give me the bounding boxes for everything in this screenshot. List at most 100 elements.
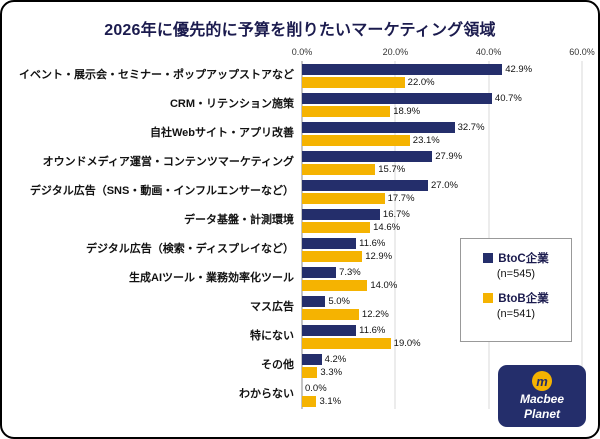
chart-title: 2026年に優先的に予算を削りたいマーケティング領域: [104, 22, 496, 39]
category-label: デジタル広告（検索・ディスプレイなど）: [85, 243, 294, 256]
chart-row: 特にない 11.6% 19.0%: [12, 322, 582, 351]
bar-btob: [302, 221, 371, 233]
chart-area: 0.0% 20.0% 40.0% 60.0% イベント・展示会・セミナー・ポップアップ…: [12, 46, 595, 409]
chart-row: デジタル広告（SNS・動画・インフルエンサーなど） 27.0% 17.7%: [12, 177, 582, 206]
chart-row: その他 4.2% 3.3%: [12, 351, 582, 380]
bar-group: 11.6% 19.0%: [302, 324, 582, 349]
bar-line-btob: 23.1%: [302, 134, 582, 146]
bar-btoc: [302, 266, 337, 278]
value-label: 32.7%: [457, 121, 485, 133]
bar-group: 11.6% 12.9%: [302, 237, 582, 262]
value-label: 11.6%: [359, 324, 386, 336]
bar-line-btoc: 11.6%: [302, 324, 582, 336]
bar-btoc: [302, 121, 455, 133]
bar-btoc: [302, 353, 322, 365]
x-tick: 60.0%: [569, 47, 595, 57]
value-label: 27.0%: [431, 179, 458, 191]
category-label: 特にない: [250, 330, 294, 343]
bar-group: 40.7% 18.9%: [302, 92, 582, 117]
bar-group: 5.0% 12.2%: [302, 295, 582, 320]
bar-btoc: [302, 208, 380, 220]
category-label: イベント・展示会・セミナー・ポップアップストアなど: [19, 69, 294, 82]
bar-btob: [302, 192, 385, 204]
category-label: オウンドメディア運営・コンテンツマーケティング: [42, 156, 294, 169]
value-label: 5.0%: [328, 295, 350, 307]
bar-line-btoc: 16.7%: [302, 208, 582, 220]
value-label: 19.0%: [393, 337, 421, 349]
x-tick: 0.0%: [291, 47, 313, 57]
bar-line-btob: 19.0%: [302, 337, 582, 349]
bar-line-btob: 22.0%: [302, 76, 582, 88]
bar-group: 27.9% 15.7%: [302, 150, 582, 175]
bar-btoc: [302, 237, 357, 249]
legend-swatch-btoc-icon: [483, 253, 494, 263]
bar-line-btoc: 0.0%: [302, 382, 582, 394]
value-label: 0.0%: [305, 382, 327, 394]
value-label: 12.2%: [361, 308, 389, 320]
chart-row: 生成AIツール・業務効率化ツール 7.3% 14.0%: [12, 264, 582, 293]
bar-line-btoc: 27.0%: [302, 179, 582, 191]
bar-btob: [302, 366, 318, 378]
value-label: 7.3%: [339, 266, 361, 278]
logo-text-line1: Macbee: [519, 392, 565, 407]
grid-overlay: [301, 61, 583, 409]
bar-btob: [302, 279, 368, 291]
chart-row: オウンドメディア運営・コンテンツマーケティング 27.9% 15.7%: [12, 148, 582, 177]
category-label: CRM・リテンション施策: [169, 98, 294, 111]
gridline: [581, 61, 583, 409]
bar-btob: [302, 395, 317, 407]
value-label: 40.7%: [494, 92, 522, 104]
chart-row: CRM・リテンション施策 40.7% 18.9%: [12, 90, 582, 119]
chart-row: イベント・展示会・セミナー・ポップアップストアなど 42.9% 22.0%: [12, 61, 582, 90]
bar-btoc: [302, 295, 326, 307]
bar-line-btob: 3.3%: [302, 366, 582, 378]
bar-line-btoc: 27.9%: [302, 150, 582, 162]
value-label: 15.7%: [378, 163, 406, 175]
category-label: わからない: [239, 388, 294, 401]
axis-ticks: 0.0% 20.0% 40.0% 60.0%: [292, 46, 595, 61]
bar-line-btoc: 42.9%: [302, 63, 582, 75]
bar-btob: [302, 337, 391, 349]
bar-line-btoc: 40.7%: [302, 92, 582, 104]
legend-item-btoc: BtoC企業: [467, 250, 565, 266]
value-label: 22.0%: [407, 76, 435, 88]
chart-rows: イベント・展示会・セミナー・ポップアップストアなど 42.9% 22.0% CRM・リ…: [12, 61, 582, 409]
value-label: 3.1%: [319, 395, 342, 407]
chart-row: データ基盤・計測環境 16.7% 14.6%: [12, 206, 582, 235]
value-label: 16.7%: [382, 208, 410, 220]
bar-group: 42.9% 22.0%: [302, 63, 582, 88]
legend-label-btob: BtoB企業: [498, 293, 549, 305]
macbee-planet-logo: m Macbee Planet: [498, 365, 586, 427]
x-tick: 40.0%: [475, 47, 502, 57]
value-label: 42.9%: [505, 63, 533, 75]
legend: BtoC企業 (n=545) BtoB企業 (n=541): [460, 238, 572, 342]
category-label: デジタル広告（SNS・動画・インフルエンサーなど）: [29, 185, 294, 198]
bar-btob: [302, 105, 391, 117]
category-label: その他: [261, 359, 294, 372]
bar-line-btob: 14.6%: [302, 221, 582, 233]
bar-group: 32.7% 23.1%: [302, 121, 582, 146]
value-label: 18.9%: [393, 105, 421, 117]
bar-group: 0.0% 3.1%: [302, 382, 582, 407]
bar-line-btob: 12.2%: [302, 308, 582, 320]
bar-btob: [302, 163, 376, 175]
legend-sub-btoc: (n=545): [496, 268, 536, 280]
bar-line-btob: 14.0%: [302, 279, 582, 291]
macbee-logo-icon: m: [532, 371, 552, 392]
bar-group: 7.3% 14.0%: [302, 266, 582, 291]
bar-line-btoc: 7.3%: [302, 266, 582, 278]
bar-group: 4.2% 3.3%: [302, 353, 582, 378]
chart-row: デジタル広告（検索・ディスプレイなど） 11.6% 12.9%: [12, 235, 582, 264]
chart-row: マス広告 5.0% 12.2%: [12, 293, 582, 322]
legend-sub-btob: (n=541): [496, 308, 536, 320]
bar-btob: [302, 308, 359, 320]
bar-line-btob: 12.9%: [302, 250, 582, 262]
value-label: 14.6%: [373, 221, 401, 233]
category-label: データ基盤・計測環境: [184, 214, 294, 227]
bar-line-btoc: 5.0%: [302, 295, 582, 307]
bar-btob: [302, 76, 405, 88]
category-label: 自社Webサイト・アプリ改善: [149, 127, 294, 140]
logo-text-line2: Planet: [523, 406, 560, 421]
bar-btoc: [302, 179, 428, 191]
